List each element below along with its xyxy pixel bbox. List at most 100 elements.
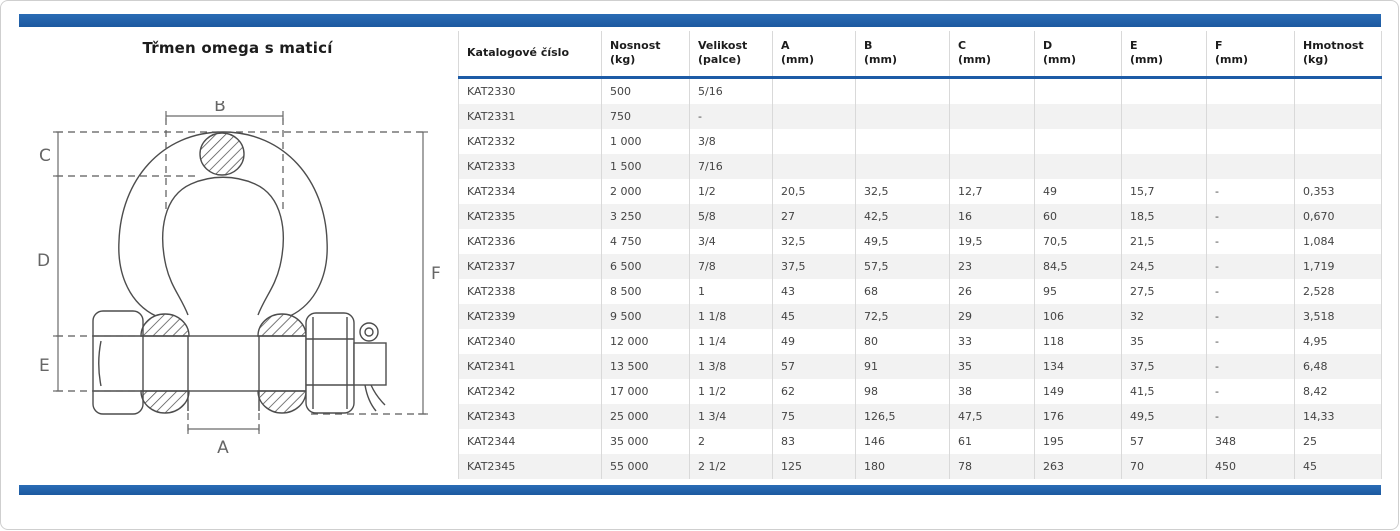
table-cell <box>772 153 856 179</box>
table-cell: 70 <box>1121 453 1207 479</box>
table-cell: 24,5 <box>1121 253 1207 279</box>
table-cell <box>772 103 856 129</box>
table-cell: 17 000 <box>601 378 690 404</box>
table-cell <box>949 77 1035 104</box>
table-cell: 18,5 <box>1121 203 1207 229</box>
table-cell: 26 <box>949 278 1035 304</box>
table-cell: 195 <box>1034 428 1122 454</box>
table-cell: 3 250 <box>601 203 690 229</box>
table-cell: 180 <box>855 453 950 479</box>
column-header-d: D (mm) <box>1034 31 1122 79</box>
crown-cross-section <box>199 132 245 176</box>
table-cell: 35 <box>949 353 1035 379</box>
table-cell <box>1206 103 1295 129</box>
table-cell: 91 <box>855 353 950 379</box>
table-cell: 25 000 <box>601 403 690 429</box>
table-cell <box>1121 77 1207 104</box>
table-row-kat2333: KAT2333 1 500 7/16 <box>458 153 1382 179</box>
table-cell: 23 <box>949 253 1035 279</box>
table-cell: 32,5 <box>772 228 856 254</box>
table-row-kat2339: KAT2339 9 500 1 1/8 45 72,5 29 106 32-3,518 <box>458 303 1382 329</box>
table-cell: - <box>1206 303 1295 329</box>
table-cell: 1 3/4 <box>689 403 773 429</box>
table-cell: 45 <box>772 303 856 329</box>
table-cell <box>1206 77 1295 104</box>
table-cell: 84,5 <box>1034 253 1122 279</box>
table-cell: 60 <box>1034 203 1122 229</box>
table-cell: - <box>1206 228 1295 254</box>
table-cell: 95 <box>1034 278 1122 304</box>
table-cell: KAT2338 <box>458 278 602 304</box>
table-cell: 125 <box>772 453 856 479</box>
table-cell <box>1206 153 1295 179</box>
table-cell: 3/4 <box>689 228 773 254</box>
table-cell: 49 <box>1034 178 1122 204</box>
table-cell: KAT2345 <box>458 453 602 479</box>
table-cell: KAT2330 <box>458 77 602 104</box>
table-cell: 1 500 <box>601 153 690 179</box>
column-header-c: C (mm) <box>949 31 1035 79</box>
table-cell: 3/8 <box>689 128 773 154</box>
bolt-end <box>353 342 387 386</box>
table-cell: 149 <box>1034 378 1122 404</box>
dim-label-f: F <box>431 264 441 284</box>
table-cell: - <box>689 103 773 129</box>
column-header-e: E (mm) <box>1121 31 1207 79</box>
table-cell: 15,7 <box>1121 178 1207 204</box>
table-cell: 43 <box>772 278 856 304</box>
table-cell: 106 <box>1034 303 1122 329</box>
table-row-kat2340: KAT2340 12 000 1 1/4 49 80 33 118 35-4,95 <box>458 328 1382 354</box>
table-cell: 8,42 <box>1294 378 1382 404</box>
table-cell: 4,95 <box>1294 328 1382 354</box>
table-cell <box>949 153 1035 179</box>
top-accent-bar <box>19 14 1381 27</box>
table-cell: 1,084 <box>1294 228 1382 254</box>
table-cell: 62 <box>772 378 856 404</box>
table-cell <box>1121 153 1207 179</box>
table-cell: KAT2342 <box>458 378 602 404</box>
table-cell: KAT2341 <box>458 353 602 379</box>
table-cell: 2 000 <box>601 178 690 204</box>
table-cell: 75 <box>772 403 856 429</box>
table-cell: - <box>1206 353 1295 379</box>
column-header-b: B (mm) <box>855 31 950 79</box>
table-row-kat2330: KAT2330 500 5/16 <box>458 77 1382 104</box>
table-cell: 7/8 <box>689 253 773 279</box>
table-row-kat2335: KAT2335 3 250 5/8 27 42,5 16 60 18,5-0,670 <box>458 203 1382 229</box>
table-cell: 29 <box>949 303 1035 329</box>
table-cell: 57,5 <box>855 253 950 279</box>
table-cell: 27 <box>772 203 856 229</box>
table-row-kat2334: KAT2334 2 000 1/2 20,5 32,5 12,7 49 15,7-0,353 <box>458 178 1382 204</box>
table-row-kat2336: KAT2336 4 750 3/4 32,5 49,5 19,5 70,5 21,5-1,08… <box>458 228 1382 254</box>
right-lug-boss-top <box>257 313 307 337</box>
table-cell: KAT2340 <box>458 328 602 354</box>
table-cell: 450 <box>1206 453 1295 479</box>
table-cell: 20,5 <box>772 178 856 204</box>
table-cell: 4 750 <box>601 228 690 254</box>
table-cell: - <box>1206 378 1295 404</box>
table-cell: 49,5 <box>855 228 950 254</box>
spec-table-header: Katalogové číslo Nosnost (kg) Velikost (palc… <box>458 31 1382 79</box>
table-cell: 38 <box>949 378 1035 404</box>
table-cell: 16 <box>949 203 1035 229</box>
table-cell: KAT2333 <box>458 153 602 179</box>
table-cell: 126,5 <box>855 403 950 429</box>
table-row-kat2341: KAT2341 13 500 1 3/8 57 91 35 134 37,5-6,48 <box>458 353 1382 379</box>
table-cell <box>1206 128 1295 154</box>
dim-label-b: B <box>214 101 226 116</box>
table-cell: 70,5 <box>1034 228 1122 254</box>
spec-table: Katalogové číslo Nosnost (kg) Velikost (palc… <box>458 31 1382 479</box>
table-cell: 5/16 <box>689 77 773 104</box>
column-header-a: A (mm) <box>772 31 856 79</box>
table-cell: 0,670 <box>1294 203 1382 229</box>
table-cell: 27,5 <box>1121 278 1207 304</box>
right-lug-boss-bottom <box>257 390 307 414</box>
table-cell: 19,5 <box>949 228 1035 254</box>
table-cell: 57 <box>1121 428 1207 454</box>
table-cell: - <box>1206 328 1295 354</box>
table-cell <box>1034 103 1122 129</box>
table-cell: 80 <box>855 328 950 354</box>
table-cell: 98 <box>855 378 950 404</box>
table-cell: KAT2343 <box>458 403 602 429</box>
table-cell: 9 500 <box>601 303 690 329</box>
